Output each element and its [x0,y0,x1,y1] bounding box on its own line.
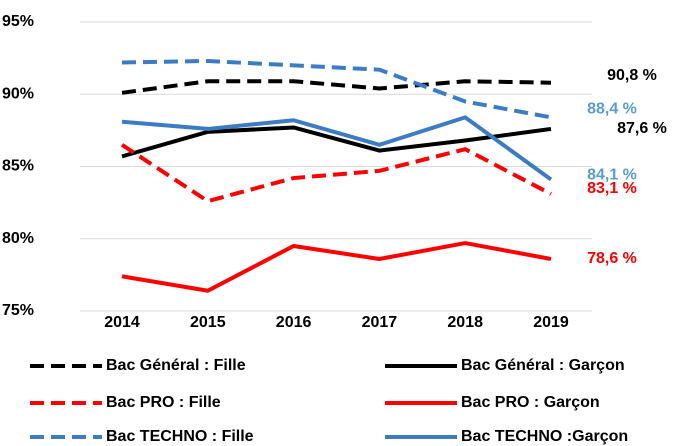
series-line [121,59,552,120]
legend-label: Bac PRO : Garçon [461,394,600,411]
legend-label: Bac TECHNO :Garçon [461,428,628,445]
y-tick-label: 85% [2,158,34,175]
data-label: 87,6 % [617,120,667,137]
data-label: 83,1 % [587,180,637,197]
data-label: 90,8 % [607,67,657,84]
x-tick-label: 2014 [104,314,140,331]
y-tick-label: 95% [2,13,34,30]
x-tick-label: 2017 [362,314,398,331]
series-line [121,115,553,182]
series-line [121,125,552,159]
data-label: 78,6 % [587,250,637,267]
y-tick-label: 90% [2,85,34,102]
legend-label: Bac TECHNO : Fille [106,428,254,445]
legend-label: Bac Général : Fille [106,357,246,374]
x-tick-label: 2019 [533,314,569,331]
data-label: 84,1 % [587,167,637,184]
data-label: 88,4 % [587,101,637,118]
x-tick-label: 2018 [447,314,483,331]
x-tick-label: 2015 [190,314,226,331]
series-line [121,79,552,95]
series-line [120,143,552,204]
series-line [121,241,552,293]
y-tick-label: 80% [2,230,34,247]
legend-label: Bac Général : Garçon [461,357,625,374]
legend-label: Bac PRO : Fille [106,394,221,411]
x-tick-label: 2016 [276,314,312,331]
y-tick-label: 75% [2,302,34,319]
